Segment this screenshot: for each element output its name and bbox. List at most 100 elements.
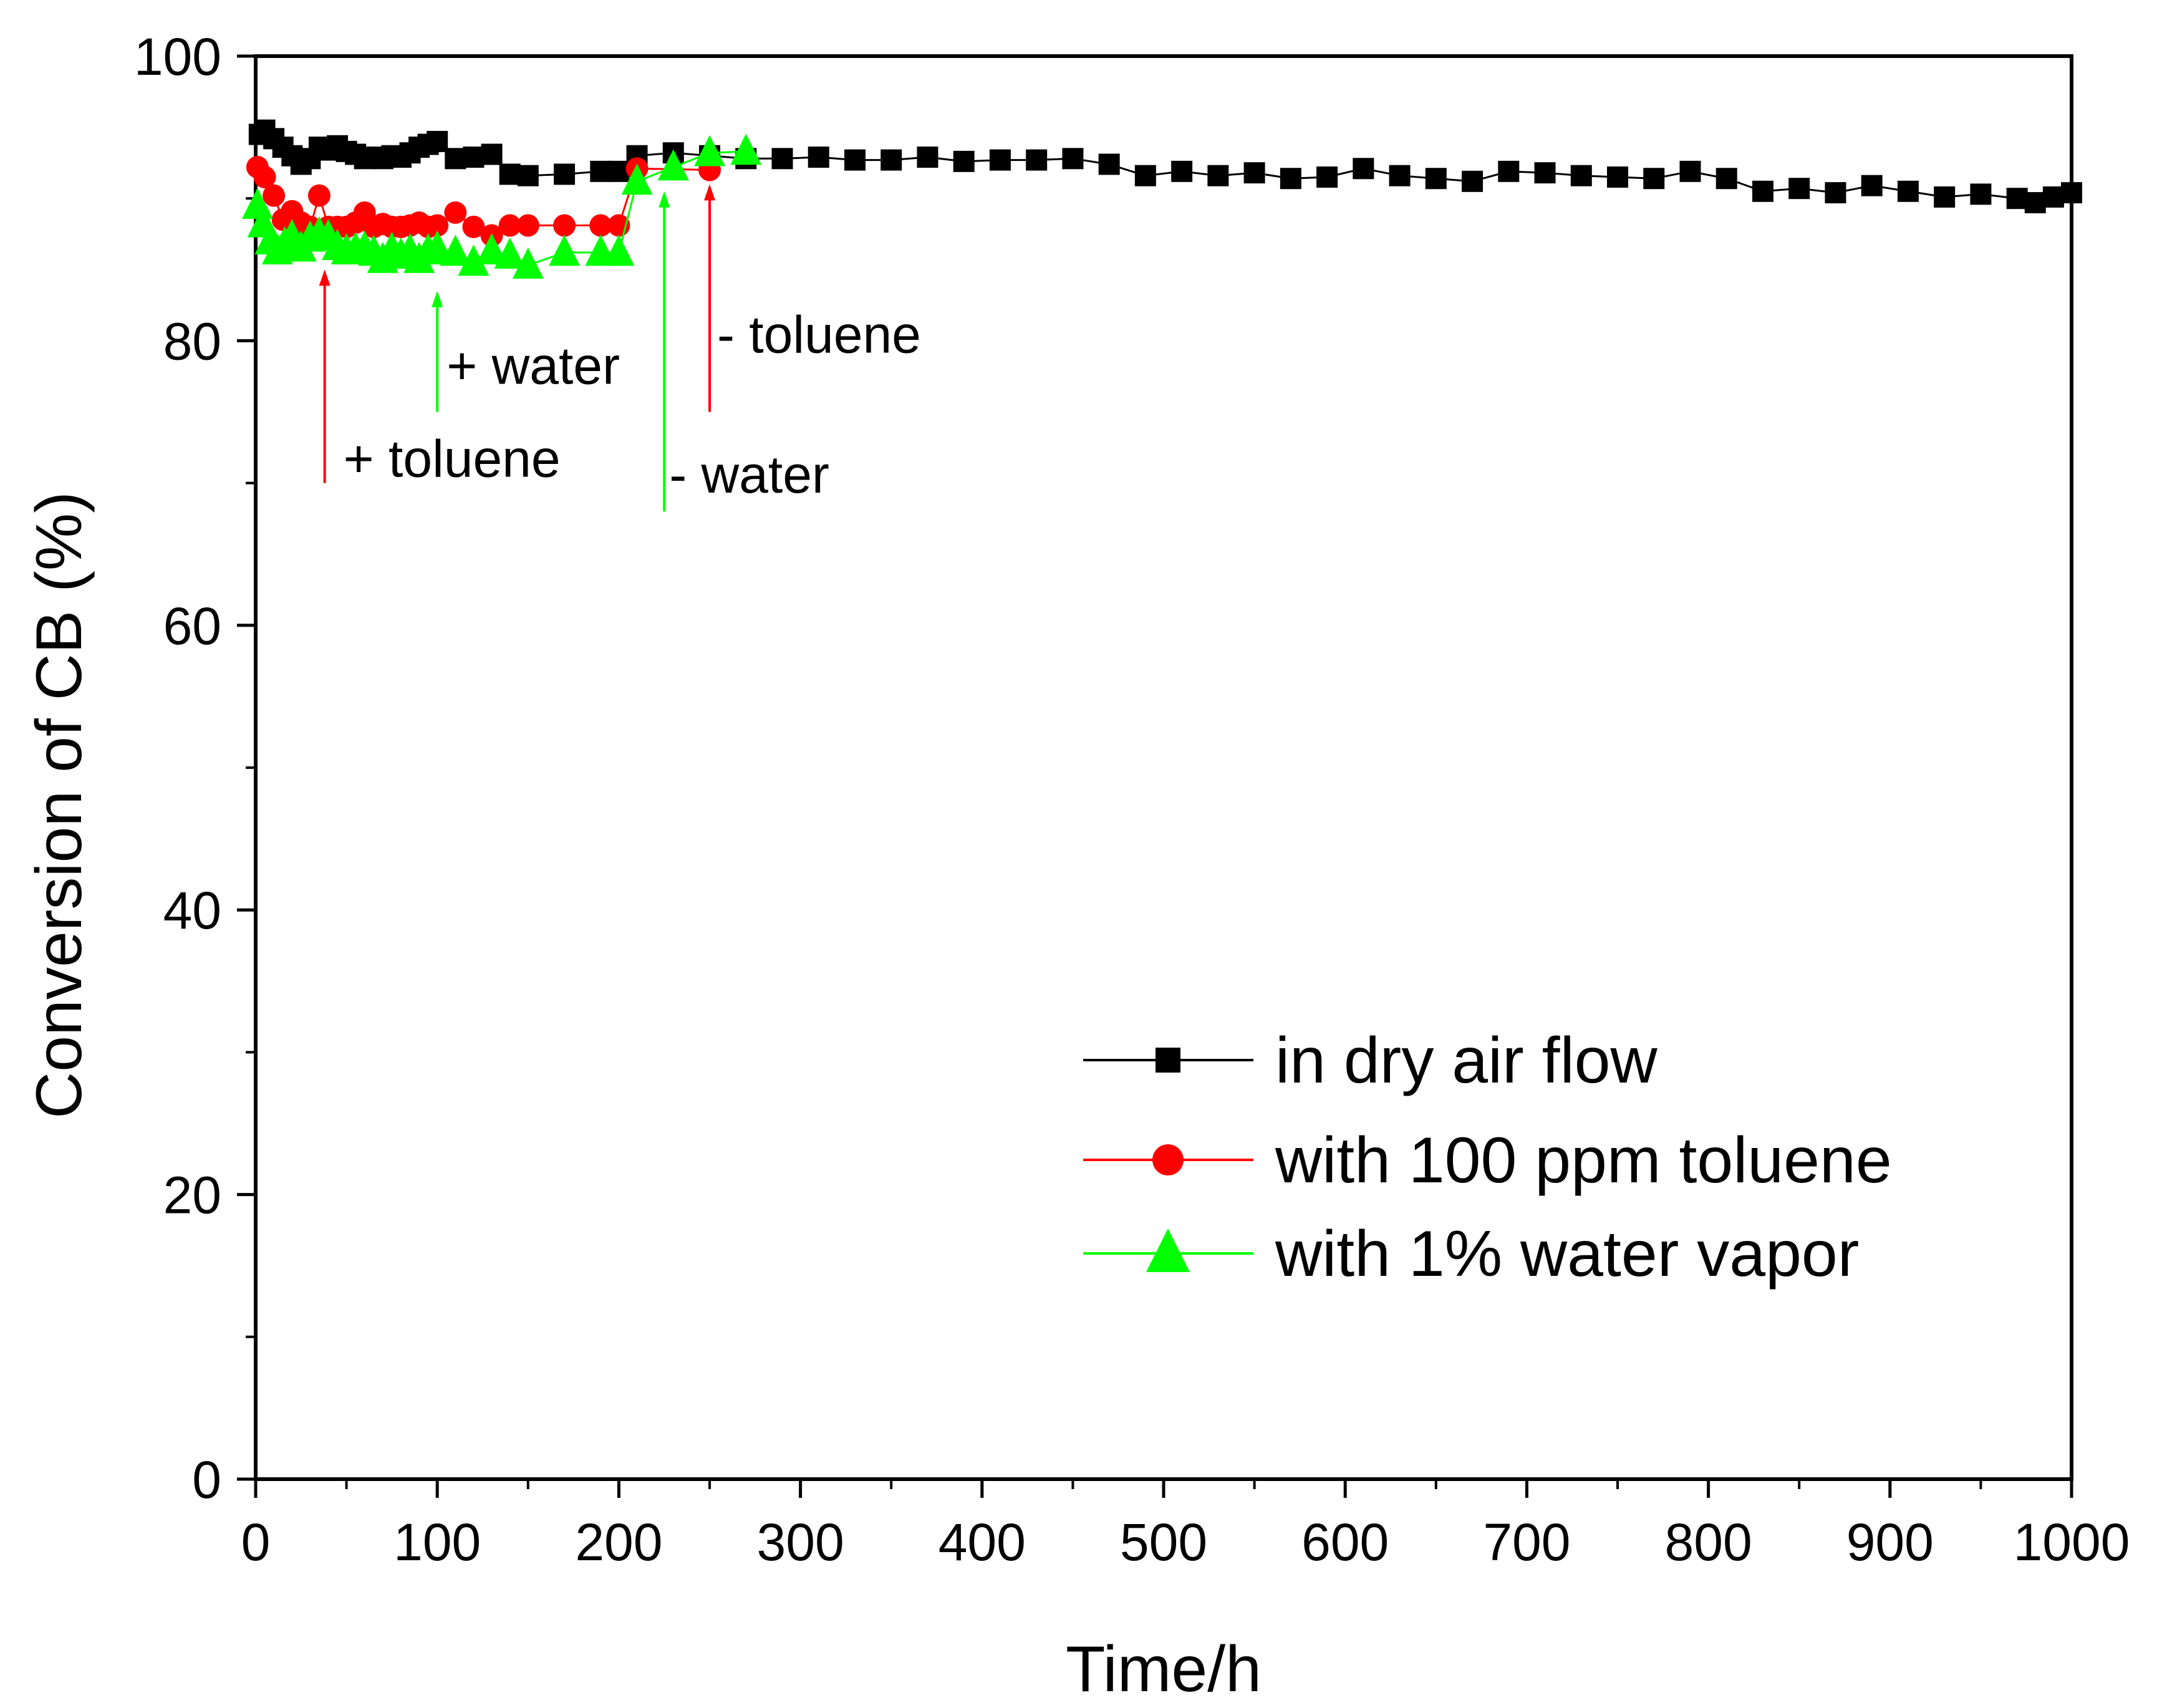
data-point: [1534, 162, 1556, 184]
series-3: [241, 133, 762, 279]
data-point: [253, 165, 276, 188]
legend-marker: [1152, 1144, 1184, 1175]
data-point: [263, 184, 286, 207]
y-tick-label: 20: [163, 1166, 221, 1225]
data-point: [1462, 170, 1484, 192]
annotation-label: - water: [669, 445, 829, 504]
data-point: [1498, 160, 1520, 182]
data-point: [2006, 188, 2028, 210]
data-point: [1934, 186, 1956, 208]
data-point: [1353, 158, 1374, 180]
data-point: [1425, 168, 1447, 190]
x-tick-label: 700: [1483, 1513, 1570, 1571]
annotations: + toluene + water - water - toluene: [319, 184, 921, 512]
annotation-4: - toluene: [704, 184, 921, 412]
data-point: [608, 160, 630, 182]
data-point: [476, 233, 508, 265]
data-point: [516, 214, 539, 237]
annotation-2: + water: [432, 291, 620, 412]
annotation-arrow-head: [704, 184, 715, 201]
annotation-3: - water: [659, 191, 829, 512]
x-axis-title: Time/h: [1066, 1633, 1262, 1706]
legend: in dry air flow with 100 ppm toluene with …: [1083, 1025, 1892, 1290]
data-point: [1062, 148, 1084, 170]
y-tick-label: 0: [192, 1450, 221, 1509]
legend-entry-1: in dry air flow: [1083, 1025, 1658, 1097]
x-tick-label: 300: [757, 1513, 844, 1571]
data-point: [498, 214, 521, 237]
annotation-1: + toluene: [319, 269, 561, 488]
y-tick-label: 80: [163, 312, 221, 370]
x-tick-label: 100: [393, 1513, 481, 1571]
data-point: [1679, 160, 1701, 182]
data-point: [1643, 168, 1665, 190]
data-point: [1207, 165, 1229, 186]
legend-entry-2: with 100 ppm toluene: [1083, 1124, 1892, 1197]
data-point: [444, 201, 467, 224]
data-point: [1861, 175, 1883, 196]
data-point: [730, 133, 762, 165]
data-point: [307, 184, 331, 207]
data-point: [1280, 168, 1301, 190]
data-point: [553, 214, 576, 237]
x-tick-label: 500: [1120, 1513, 1207, 1571]
data-point: [621, 163, 653, 195]
data-point: [1897, 180, 1919, 202]
y-axis-title: Conversion of CB (%): [23, 491, 95, 1119]
series-1: [248, 119, 2082, 214]
data-point: [458, 244, 490, 276]
data-point: [881, 149, 902, 171]
x-tick-label: 600: [1301, 1513, 1389, 1571]
data-point: [2024, 192, 2046, 214]
data-point: [1970, 183, 1992, 205]
data-point: [844, 149, 866, 171]
legend-label: with 100 ppm toluene: [1275, 1124, 1892, 1197]
data-point: [590, 160, 612, 182]
data-point: [603, 234, 635, 266]
data-point: [589, 214, 612, 237]
data-point: [1607, 166, 1628, 188]
data-point: [1243, 162, 1265, 184]
y-tick-label: 100: [134, 27, 221, 86]
legend-marker: [1156, 1048, 1180, 1073]
data-point: [808, 147, 829, 168]
data-point: [694, 135, 725, 166]
data-point: [517, 165, 539, 186]
data-point: [554, 163, 576, 185]
data-point: [657, 149, 689, 181]
x-tick-label: 200: [575, 1513, 662, 1571]
data-point: [1026, 149, 1048, 171]
data-point: [426, 214, 449, 237]
annotation-label: - toluene: [717, 306, 921, 364]
x-tick-label: 1000: [2014, 1513, 2130, 1571]
annotation-arrow-head: [432, 291, 443, 307]
data-point: [1171, 160, 1193, 182]
legend-marker: [1146, 1228, 1190, 1272]
annotation-label: + water: [446, 337, 620, 395]
legend-label: in dry air flow: [1275, 1025, 1658, 1097]
data-point: [1134, 165, 1156, 186]
data-point: [1389, 165, 1411, 186]
x-tick-label: 400: [939, 1513, 1026, 1571]
x-tick-label: 0: [241, 1513, 271, 1571]
y-tick-label: 60: [163, 597, 221, 655]
data-point: [1825, 182, 1846, 204]
data-point: [499, 163, 521, 185]
series: [241, 119, 2082, 279]
data-point: [953, 150, 975, 172]
data-point: [422, 230, 453, 262]
data-point: [494, 237, 526, 269]
data-point: [427, 130, 448, 152]
x-tick-label: 800: [1665, 1513, 1752, 1571]
data-point: [2061, 182, 2082, 204]
annotation-label: + toluene: [344, 430, 561, 488]
data-point: [989, 149, 1011, 171]
data-point: [1098, 153, 1120, 175]
data-point: [549, 234, 581, 266]
data-point: [1715, 168, 1737, 190]
data-point: [1752, 180, 1773, 202]
data-point: [512, 247, 544, 279]
data-point: [1570, 165, 1592, 186]
